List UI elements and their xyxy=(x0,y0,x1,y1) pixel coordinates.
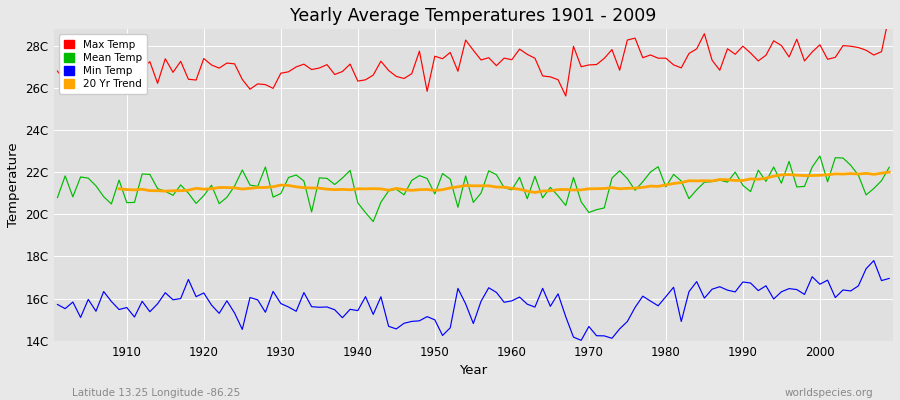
Text: worldspecies.org: worldspecies.org xyxy=(785,388,873,398)
Y-axis label: Temperature: Temperature xyxy=(7,143,20,227)
X-axis label: Year: Year xyxy=(459,364,488,377)
Title: Yearly Average Temperatures 1901 - 2009: Yearly Average Temperatures 1901 - 2009 xyxy=(290,7,656,25)
Legend: Max Temp, Mean Temp, Min Temp, 20 Yr Trend: Max Temp, Mean Temp, Min Temp, 20 Yr Tre… xyxy=(58,34,147,94)
Text: Latitude 13.25 Longitude -86.25: Latitude 13.25 Longitude -86.25 xyxy=(72,388,240,398)
